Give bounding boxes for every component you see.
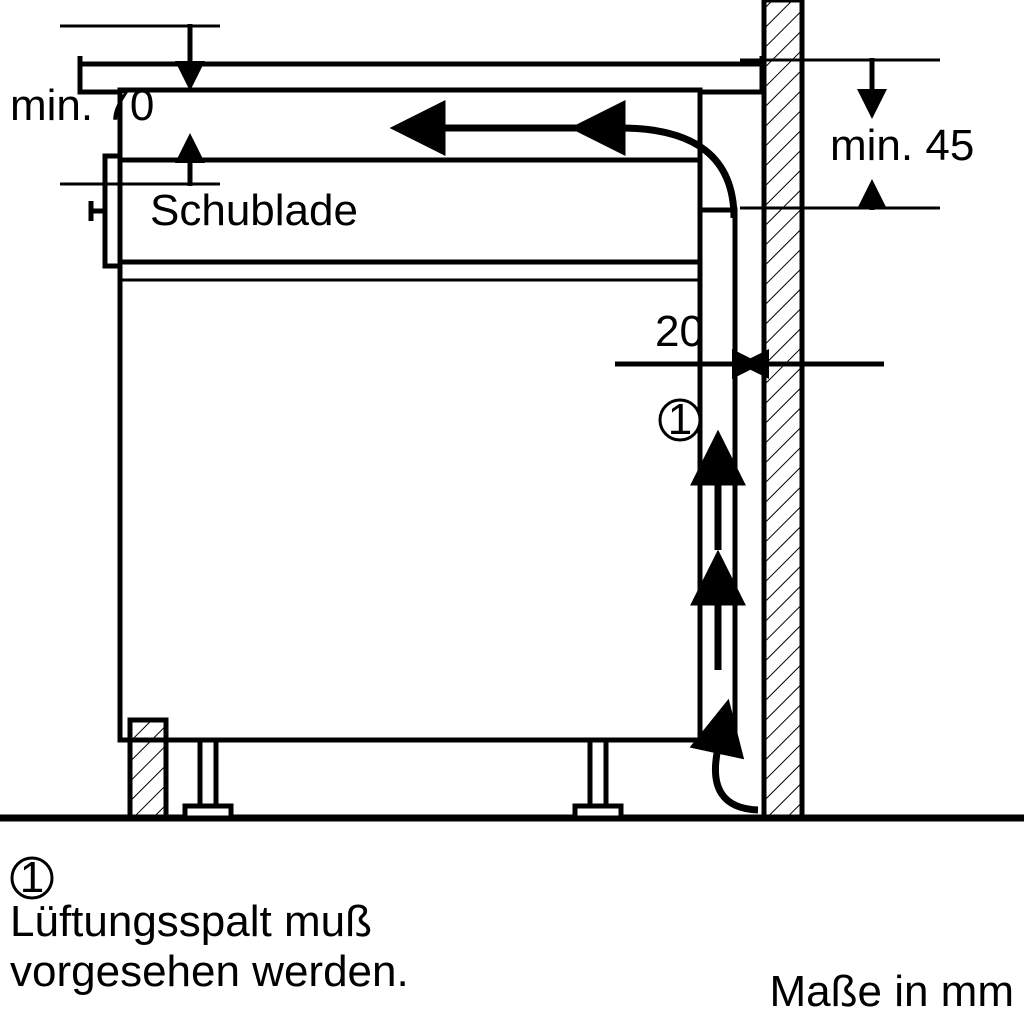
drawer-label: Schublade	[150, 186, 358, 235]
units-label: Maße in mm	[770, 967, 1014, 1016]
plinth	[130, 720, 166, 818]
dim-20: 20	[655, 307, 704, 356]
footnote-line2: vorgesehen werden.	[10, 947, 409, 996]
footnote-symbol-text: 1	[20, 853, 44, 902]
footnote-line1: Lüftungsspalt muß	[10, 897, 372, 946]
dim-min70: min. 70	[10, 81, 154, 130]
footnote-marker-text: 1	[668, 395, 692, 444]
dim-min45: min. 45	[830, 121, 974, 170]
wall	[764, 0, 802, 818]
airflow-arrow-in	[715, 748, 758, 810]
